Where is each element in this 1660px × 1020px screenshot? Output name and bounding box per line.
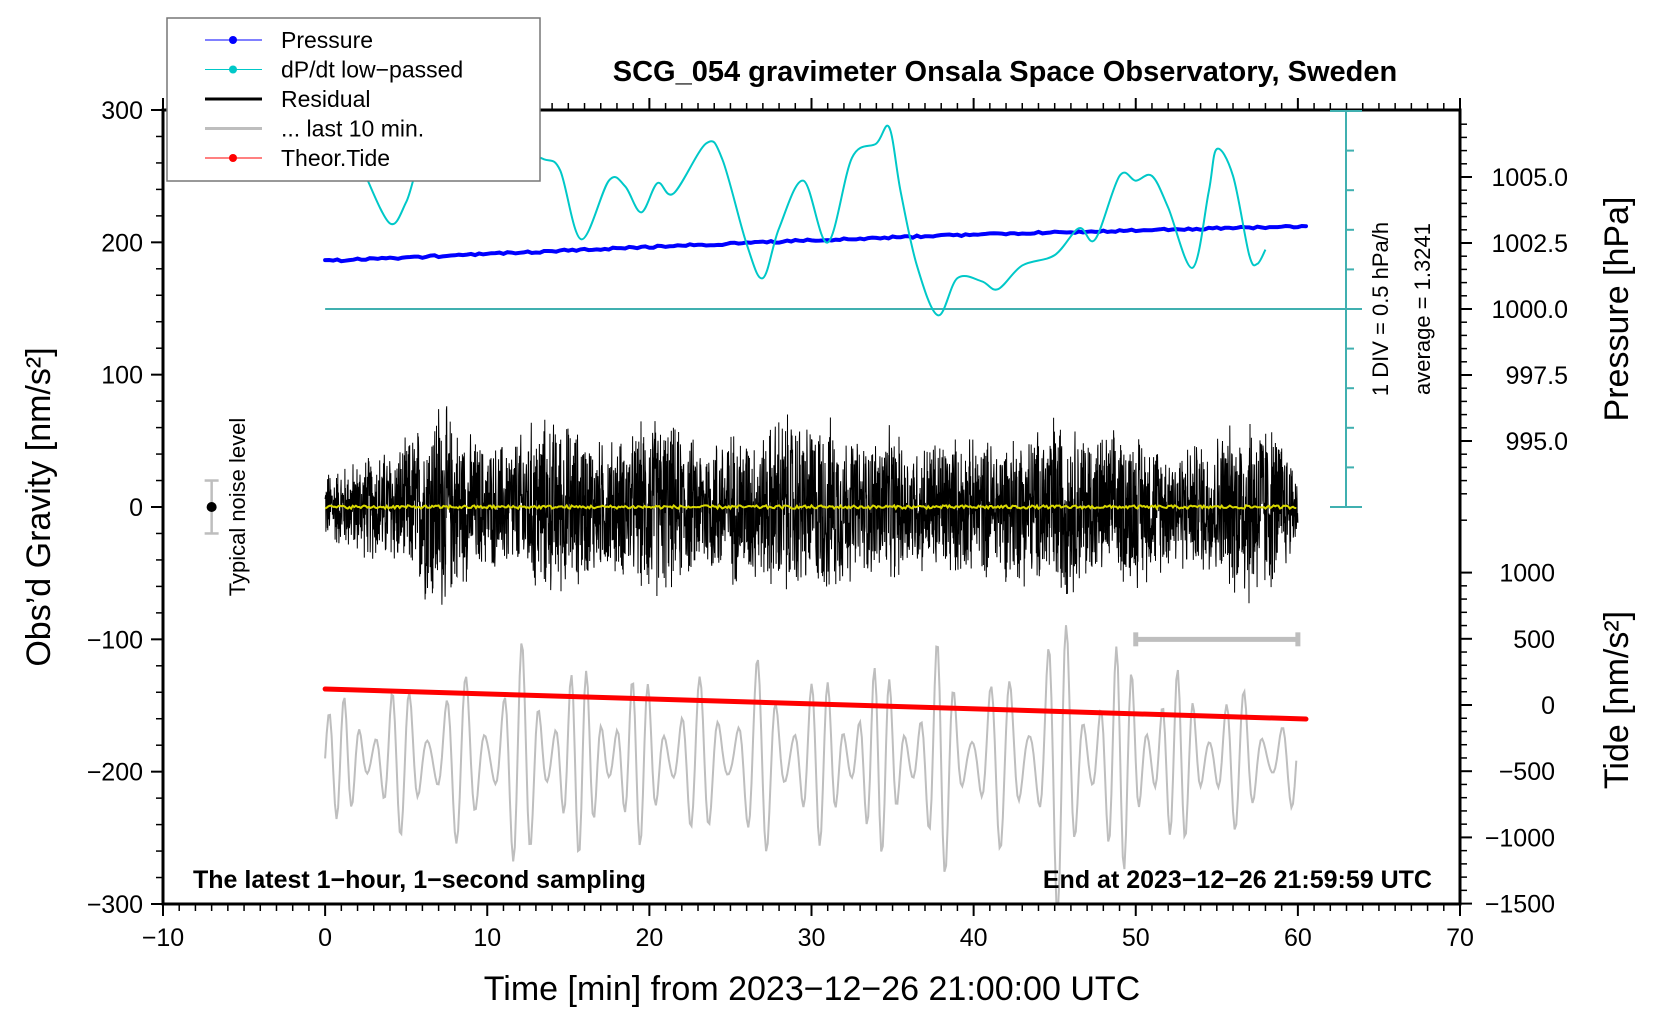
noise-level-dot: [206, 502, 217, 512]
legend-label: Residual: [281, 86, 371, 112]
series-layer: [204, 124, 1362, 904]
y-tick-label: 200: [101, 229, 143, 257]
x-tick-label: 30: [798, 924, 826, 952]
x-axis-label: Time [min] from 2023−12−26 21:00:00 UTC: [484, 970, 1140, 1008]
x-tick-label: 60: [1284, 924, 1312, 952]
pressure-tick-label: 1000.0: [1492, 296, 1568, 324]
dpdt-average-label: average = 1.3241: [1410, 223, 1435, 395]
pressure-tick-label: 997.5: [1505, 362, 1568, 390]
tide-tick-label: 0: [1541, 692, 1555, 720]
x-tick-label: 40: [960, 924, 988, 952]
tide-tick-label: −1500: [1485, 891, 1555, 919]
y-tick-label: 100: [101, 362, 143, 390]
x-tick-label: 70: [1446, 924, 1474, 952]
tide-tick-label: 1000: [1499, 560, 1555, 588]
axis-ticks: −10 0 10 20 30 40 50 60 703002001000−100−200−300…: [87, 97, 1568, 952]
y-axis-label-gravity: Obs’d Gravity [nm/s²]: [20, 347, 58, 666]
pressure-tick-label: 995.0: [1505, 428, 1568, 456]
tide-tick-label: −1000: [1485, 824, 1555, 852]
y-tick-label: −300: [87, 891, 143, 919]
y-tick-label: −100: [87, 626, 143, 654]
y-tick-label: −200: [87, 759, 143, 787]
annotation-sampling: The latest 1−hour, 1−second sampling: [193, 866, 646, 894]
residual-line: [324, 406, 1299, 605]
x-tick-label: 20: [635, 924, 663, 952]
legend-swatch-dot: [229, 36, 237, 44]
y-axis-label-pressure: Pressure [hPa]: [1598, 197, 1636, 422]
legend-swatch-dot: [229, 65, 237, 74]
annotation-end-time: End at 2023−12−26 21:59:59 UTC: [1043, 866, 1432, 894]
x-tick-label: −10: [142, 924, 184, 952]
x-tick-label: 50: [1122, 924, 1150, 952]
dpdt-line: [364, 124, 1267, 317]
x-tick-label: 0: [318, 924, 332, 952]
chart-title: SCG_054 gravimeter Onsala Space Observat…: [613, 56, 1397, 88]
legend-swatch-dot: [229, 154, 237, 162]
x-tick-label: 10: [473, 924, 501, 952]
tide-tick-label: −500: [1499, 758, 1555, 786]
pressure-line: [323, 223, 1308, 264]
y-tick-label: 0: [129, 494, 143, 522]
noise-level-label: Typical noise level: [225, 418, 250, 597]
filtered-residual-line: [324, 503, 1297, 511]
dpdt-scale-label: 1 DIV = 0.5 hPa/h: [1368, 222, 1393, 396]
legend: Pressure dP/dt low−passed Residual ... last…: [166, 17, 541, 182]
legend-label: Pressure: [281, 27, 373, 53]
y-axis-label-tide: Tide [nm/s²]: [1598, 611, 1636, 789]
y-tick-label: 300: [101, 97, 143, 125]
last10-residual-line: [324, 625, 1298, 904]
pressure-tick-label: 1002.5: [1492, 230, 1568, 258]
tide-line: [322, 686, 1309, 722]
legend-label: dP/dt low−passed: [281, 57, 463, 83]
legend-label: Theor.Tide: [281, 145, 390, 171]
tide-tick-label: 500: [1513, 626, 1555, 654]
legend-label: ... last 10 min.: [281, 116, 424, 142]
pressure-tick-label: 1005.0: [1492, 164, 1568, 192]
